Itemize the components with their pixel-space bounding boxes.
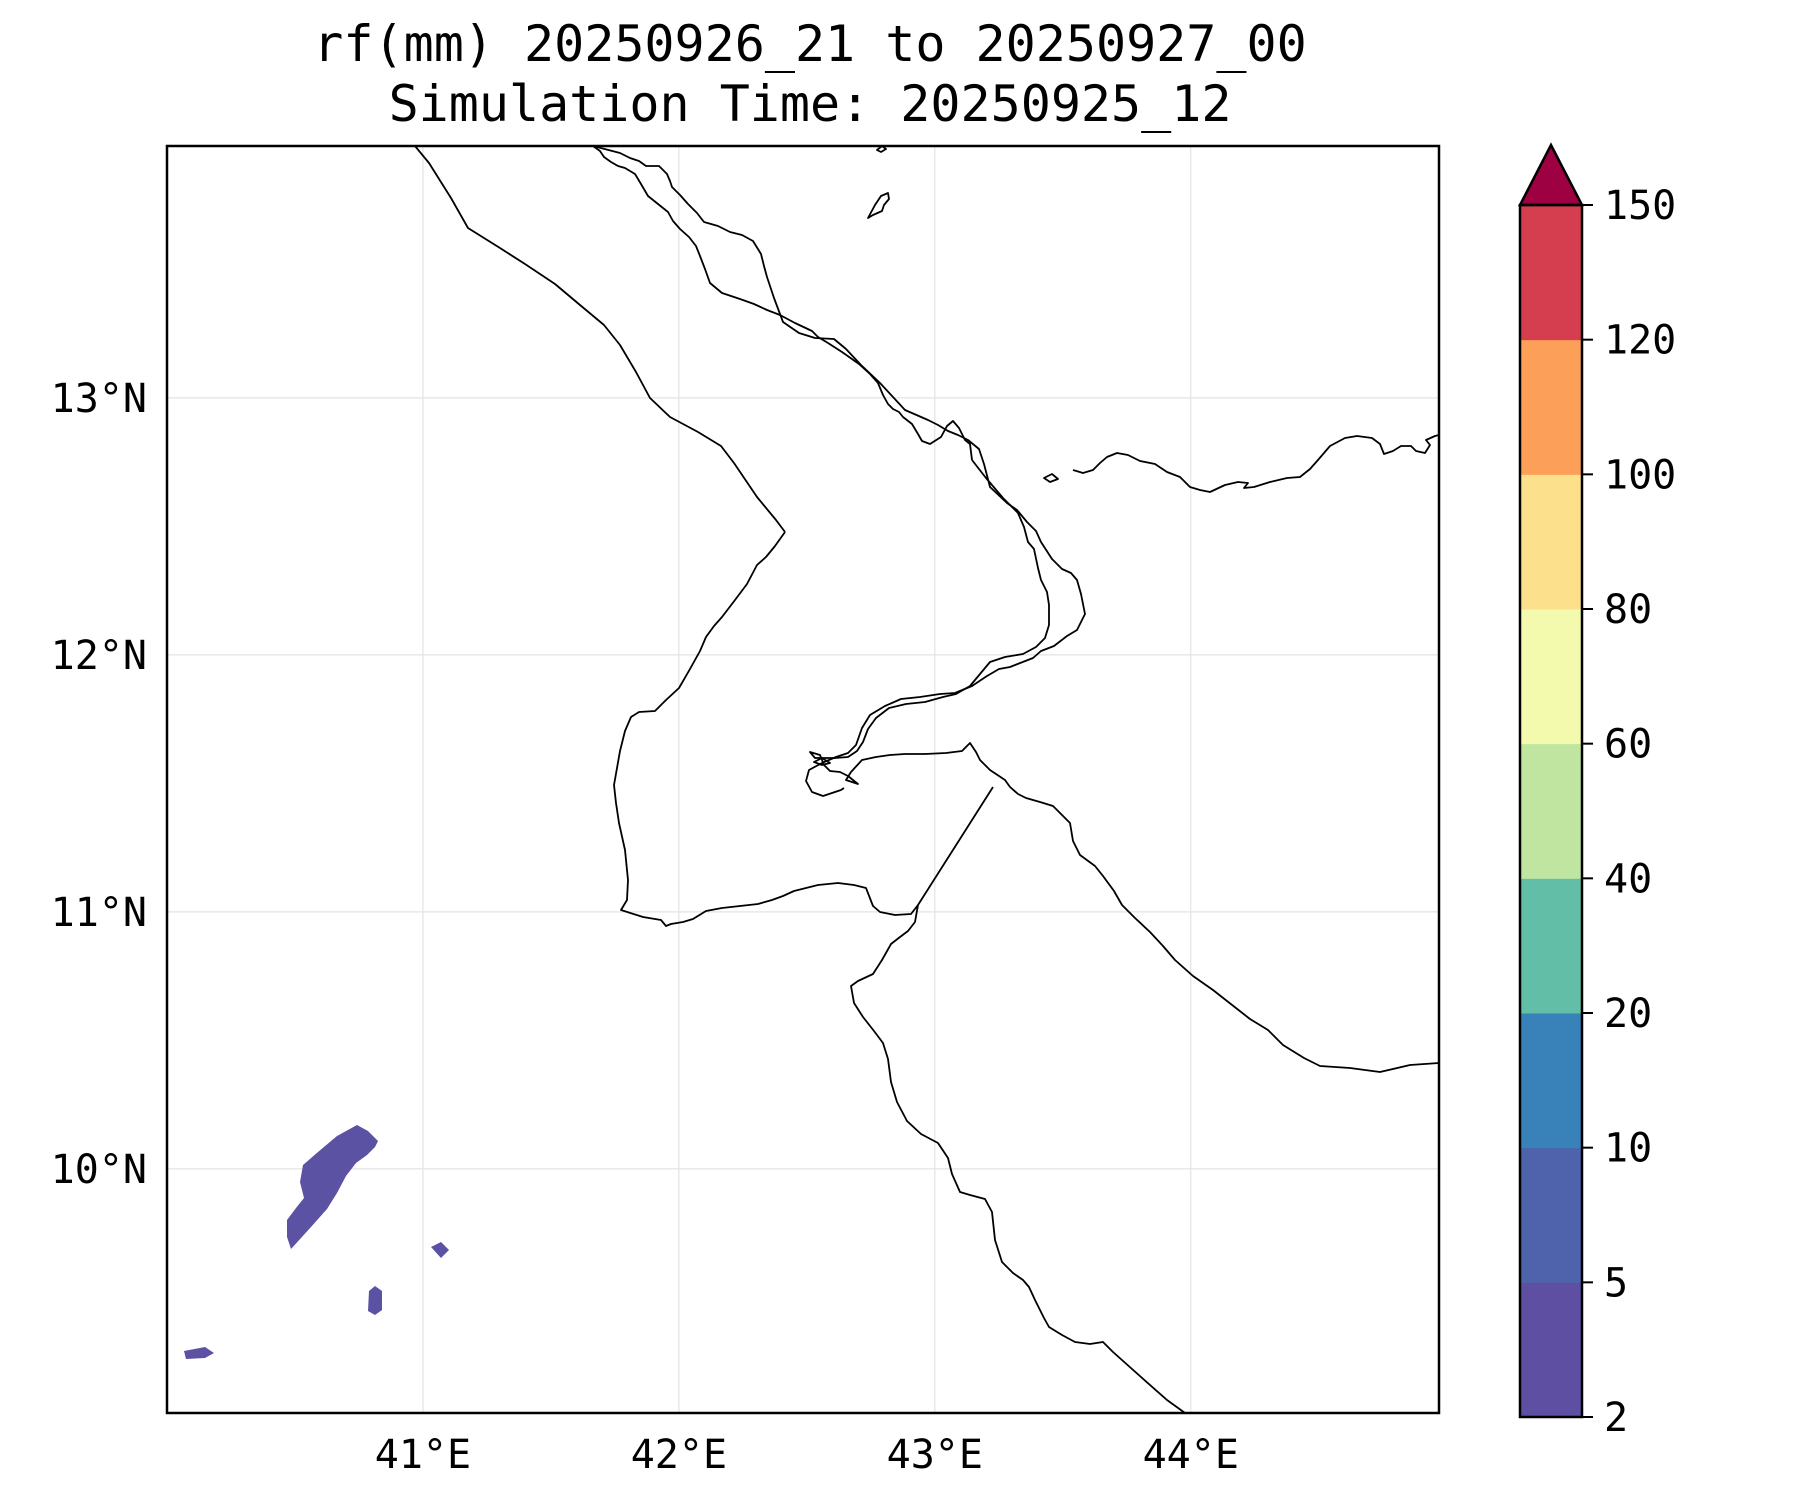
colorbar-tick-label: 60 [1604, 722, 1652, 768]
longitude-tick-label: 43°E [887, 1432, 983, 1478]
rainfall-contour-2-5mm [431, 1242, 449, 1258]
map-frame [165, 144, 1441, 1415]
rainfall-contour-2-5mm [368, 1286, 382, 1315]
colorbar: 2 5 10 20 40 60 80 100 120 150 [1517, 142, 1676, 1441]
map-title-line-2: Simulation Time: 20250925_12 [389, 75, 1232, 133]
colorbar-segment [1520, 205, 1582, 341]
colorbar-segment [1520, 878, 1582, 1014]
colorbar-outline [1518, 203, 1584, 1419]
rainfall-contour-2-5mm [287, 1125, 378, 1249]
latitude-tick-labels: 13°N 12°N 11°N 10°N [51, 376, 147, 1193]
colorbar-tick-label: 100 [1604, 452, 1676, 498]
coastline-eritrea-south [592, 146, 973, 461]
colorbar-tick-label: 20 [1604, 991, 1652, 1037]
colorbar-segment [1520, 1282, 1582, 1418]
island-moucha [1043, 473, 1059, 483]
colorbar-segment [1520, 339, 1582, 475]
colorbar-tick-label: 10 [1604, 1126, 1652, 1172]
colorbar-segment [1520, 1013, 1582, 1149]
longitude-tick-label: 44°E [1143, 1432, 1239, 1478]
latitude-tick-label: 11°N [51, 890, 147, 936]
colorbar-segment [1520, 609, 1582, 745]
coastlines-and-borders [414, 146, 1439, 1413]
coastline-djibouti [809, 459, 1439, 1073]
colorbar-tick-label: 2 [1604, 1395, 1628, 1441]
island-maskali [813, 757, 831, 766]
map-title-line-1: rf(mm) 20250926_21 to 20250927_00 [313, 15, 1306, 73]
colorbar-segment [1520, 743, 1582, 879]
colorbar-tick-label: 40 [1604, 856, 1652, 902]
border-ethiopia-somalia [850, 904, 1186, 1413]
latitude-tick-label: 12°N [51, 633, 147, 679]
coastline-somalia-north [1072, 434, 1439, 493]
longitude-tick-label: 42°E [631, 1432, 727, 1478]
map-gridlines [167, 146, 1439, 1413]
coastline-west [414, 146, 786, 533]
island-dahlak-north [867, 192, 890, 219]
colorbar-tick-label: 80 [1604, 587, 1652, 633]
longitude-tick-label: 41°E [375, 1432, 471, 1478]
colorbar-tick-label: 5 [1604, 1260, 1628, 1306]
colorbar-extend-arrow [1517, 142, 1585, 207]
latitude-tick-label: 13°N [51, 376, 147, 422]
map-background [167, 146, 1439, 1413]
colorbar-tick-label: 150 [1604, 183, 1676, 229]
island-small-north [876, 146, 887, 153]
longitude-tick-labels: 41°E 42°E 43°E 44°E [375, 1432, 1239, 1478]
map-panel: 41°E 42°E 43°E 44°E 13°N 12°N 11°N 10°N [51, 144, 1441, 1478]
colorbar-tick-label: 120 [1604, 318, 1676, 364]
colorbar-segment [1520, 1147, 1582, 1283]
latitude-tick-label: 10°N [51, 1147, 147, 1193]
coastline-eritrea [592, 146, 1086, 797]
border-djibouti-ethiopia [613, 531, 994, 927]
rainfall-contours [184, 1125, 449, 1359]
colorbar-segment [1520, 474, 1582, 610]
rainfall-contour-2-5mm [184, 1347, 214, 1359]
